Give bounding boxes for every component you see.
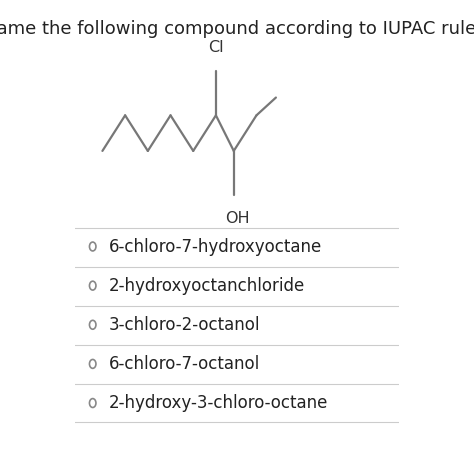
- Text: 6-chloro-7-hydroxyoctane: 6-chloro-7-hydroxyoctane: [109, 237, 322, 255]
- Text: Cl: Cl: [208, 40, 224, 55]
- Text: OH: OH: [225, 211, 249, 226]
- Text: Name the following compound according to IUPAC rules:: Name the following compound according to…: [0, 20, 474, 38]
- Text: 3-chloro-2-octanol: 3-chloro-2-octanol: [109, 316, 260, 334]
- Text: 2-hydroxy-3-chloro-octane: 2-hydroxy-3-chloro-octane: [109, 394, 328, 412]
- Text: 2-hydroxyoctanchloride: 2-hydroxyoctanchloride: [109, 277, 305, 294]
- Text: 6-chloro-7-octanol: 6-chloro-7-octanol: [109, 355, 260, 373]
